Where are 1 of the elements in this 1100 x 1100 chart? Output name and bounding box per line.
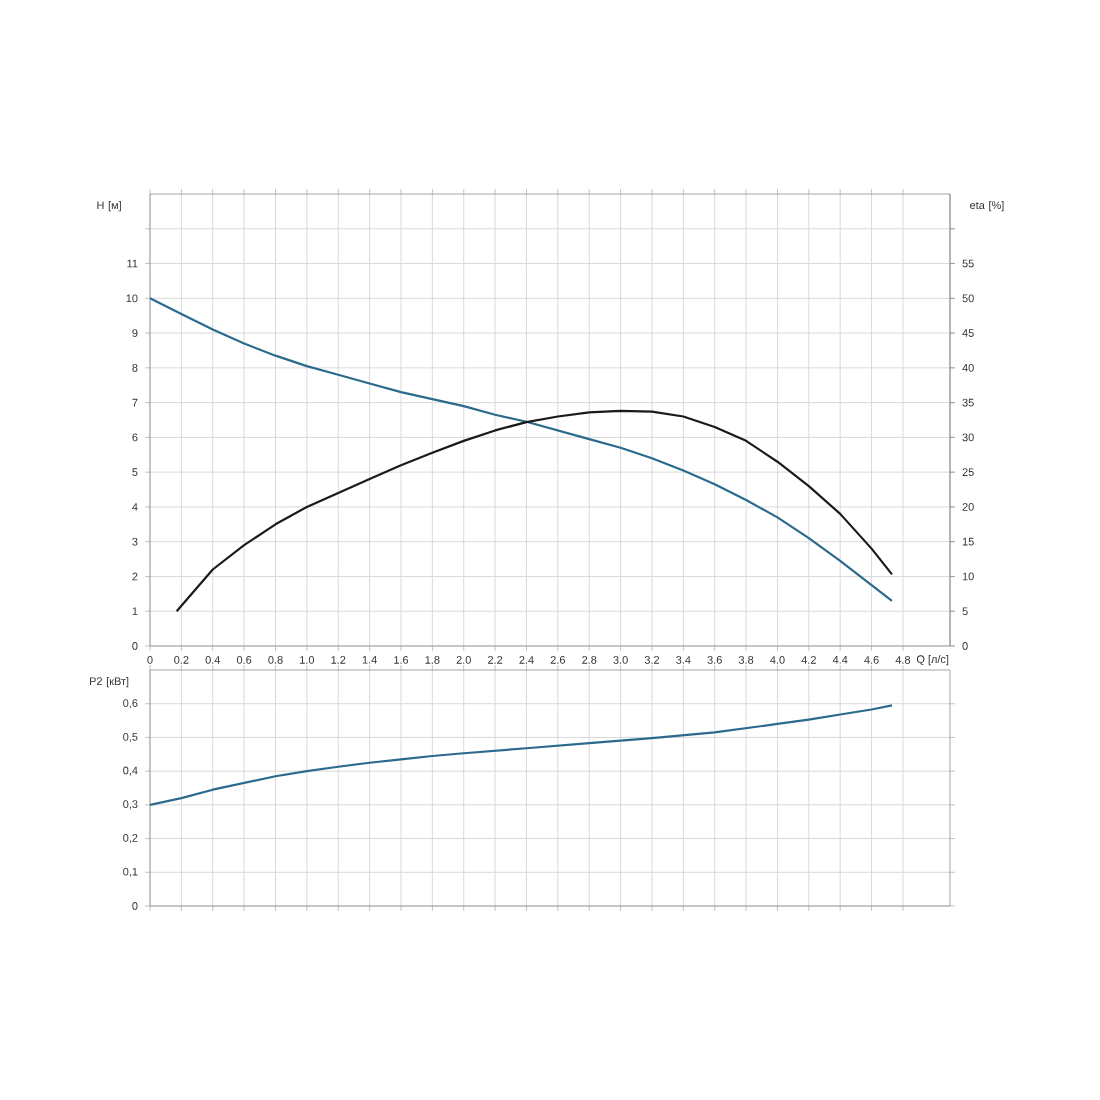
line-series <box>175 409 894 613</box>
